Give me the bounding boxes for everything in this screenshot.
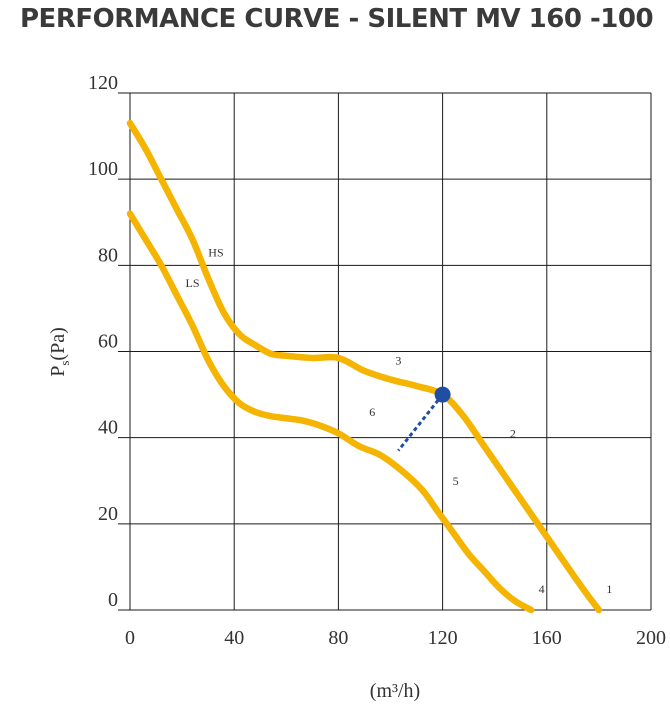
y-axis-label: Ps(Pa) bbox=[47, 327, 72, 377]
curve-label: LS bbox=[186, 276, 200, 290]
curve-label: HS bbox=[208, 246, 223, 260]
curve-ls bbox=[126, 210, 535, 614]
curve-label: 4 bbox=[539, 582, 545, 596]
curve-label: 1 bbox=[606, 582, 612, 596]
x-tick-label: 0 bbox=[125, 627, 135, 649]
y-tick-label: 60 bbox=[98, 331, 118, 353]
curve-label: 3 bbox=[395, 353, 401, 367]
y-tick-label: 100 bbox=[88, 158, 118, 180]
curve-label: 5 bbox=[453, 474, 459, 488]
y-tick-label: 80 bbox=[98, 244, 118, 266]
curves bbox=[126, 119, 603, 614]
speed-dashed-line bbox=[397, 393, 444, 452]
grid bbox=[118, 92, 652, 611]
tick-labels: 0 40 80 120 160 200 0 20 40 60 80 100 120 bbox=[88, 72, 666, 649]
x-tick-label: 160 bbox=[532, 627, 562, 649]
x-tick-label: 40 bbox=[224, 627, 244, 649]
curve-label: 6 bbox=[369, 405, 375, 419]
y-tick-label: 20 bbox=[98, 503, 118, 525]
chart-title: PERFORMANCE CURVE - SILENT MV 160 -100 bbox=[20, 4, 654, 34]
y-tick-label: 40 bbox=[98, 417, 118, 439]
operating-point bbox=[434, 386, 451, 403]
curve-labels: HS LS 3 6 2 5 4 1 bbox=[186, 246, 613, 596]
x-tick-label: 200 bbox=[636, 627, 666, 649]
curve-label: 2 bbox=[510, 427, 516, 441]
curve-hs bbox=[126, 119, 603, 614]
y-tick-label: 120 bbox=[88, 72, 118, 94]
x-tick-label: 120 bbox=[428, 627, 458, 649]
y-tick-label: 0 bbox=[108, 589, 118, 611]
x-axis-label: (m³/h) bbox=[370, 680, 420, 702]
x-tick-label: 80 bbox=[328, 627, 348, 649]
